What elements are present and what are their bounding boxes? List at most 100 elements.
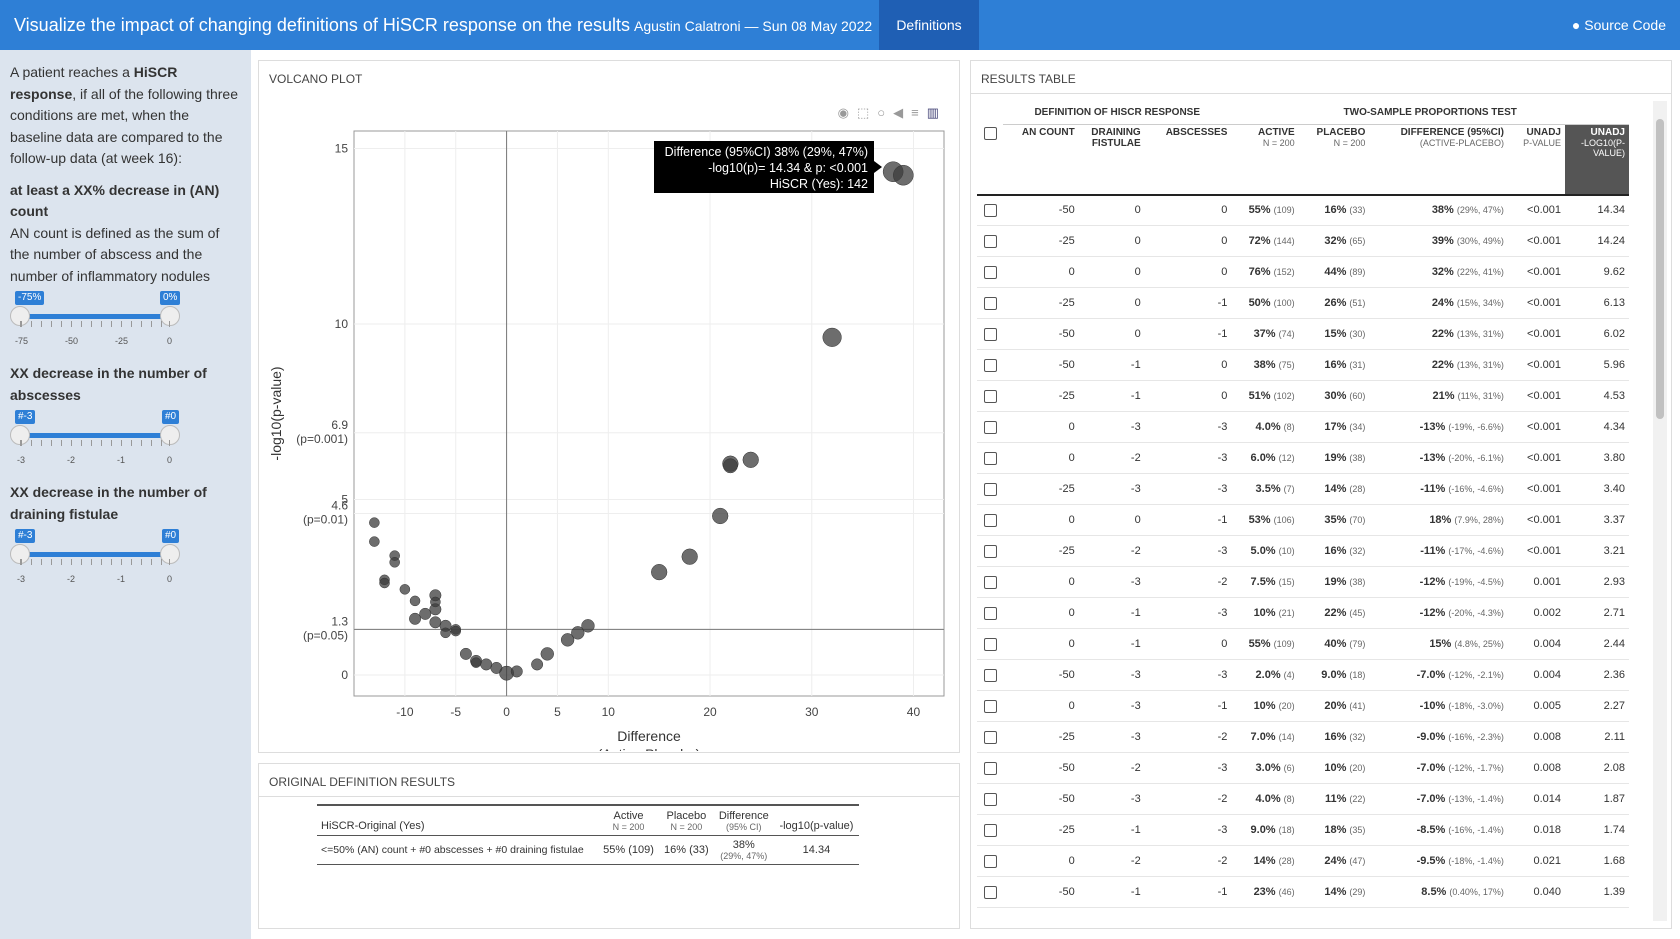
table-row[interactable]: -50 -1 0 38% (75) 16% (31) 22% (13%, 31%) <0.0… [977,349,1629,381]
hover-tooltip [654,141,874,193]
plotly-logo-icon[interactable]: ▥ [926,105,947,120]
an-heading: at least a XX% decrease in (AN) count [10,181,220,220]
hover-compare-icon[interactable]: ≡ [911,105,927,120]
table-row[interactable]: -50 -3 -3 2.0% (4) 9.0% (18) -7.0% (-12%, -2.… [977,659,1629,691]
data-point [571,626,585,640]
table-row[interactable]: -50 0 -1 37% (74) 15% (30) 22% (13%, 31%) <0.0… [977,318,1629,350]
sidebar: A patient reaches a HiSCR response, if a… [0,50,251,939]
scrollbar-thumb[interactable] [1656,119,1664,419]
x-axis-label: (Active-Placebo) [598,746,701,751]
lasso-icon[interactable]: ○ [877,105,894,120]
x-tick-label: -5 [450,705,461,719]
y-tick-label: 15 [335,142,349,156]
tab-definitions[interactable]: Definitions [879,0,979,50]
row-checkbox[interactable] [983,265,997,279]
results-scrollbar[interactable] [1653,101,1667,921]
x-tick-label: -10 [396,705,414,719]
table-row[interactable]: 0 -2 -3 6.0% (12) 19% (38) -13% (-20%, -6.1%)… [977,442,1629,474]
row-checkbox[interactable] [983,327,997,341]
row-checkbox[interactable] [983,420,997,434]
table-row[interactable]: 0 -1 -3 10% (21) 22% (45) -12% (-20%, -4.3%) 0… [977,597,1629,629]
row-checkbox[interactable] [983,234,997,248]
table-row[interactable]: -25 -2 -3 5.0% (10) 16% (32) -11% (-17%, -4.6… [977,535,1629,567]
an-description: AN count is defined as the sum of the nu… [10,224,220,284]
volcano-panel: VOLCANO PLOT ◉⬚○◀≡▥ -10 -5 0 5 10 20 30 40 15 10 6… [258,60,960,753]
table-row[interactable]: 0 -1 0 55% (109) 40% (79) 15% (4.8%, 25%) 0.00… [977,628,1629,660]
data-point [369,517,380,528]
x-tick-label: 5 [554,705,561,719]
table-row[interactable]: -25 -1 -3 9.0% (18) 18% (35) -8.5% (-16%, -1.… [977,814,1629,846]
slider-high-label: 0% [160,291,181,305]
table-row[interactable]: -25 0 -1 50% (100) 26% (51) 24% (15%, 34%) <0.… [977,287,1629,319]
table-row[interactable]: 0 -3 -2 7.5% (15) 19% (38) -12% (-19%, -4.5%)… [977,566,1629,598]
row-checkbox[interactable] [983,451,997,465]
row-checkbox[interactable] [983,203,997,217]
row-checkbox[interactable] [983,389,997,403]
fistulae-heading: XX decrease in the number of draining fi… [10,484,207,522]
fistulae-slider[interactable]: #-3 #0 -3 -2 -1 0 [10,529,241,585]
table-row[interactable]: -50 -3 -2 4.0% (8) 11% (22) -7.0% (-13%, -1.4… [977,783,1629,815]
app-title: Visualize the impact of changing definit… [14,15,631,35]
row-checkbox[interactable] [983,575,997,589]
table-row[interactable]: 0 -3 -3 4.0% (8) 17% (34) -13% (-19%, -6.6%) <… [977,411,1629,443]
original-title: ORIGINAL DEFINITION RESULTS [269,775,456,789]
definition-cell: <=50% (AN) count + #0 abscesses + #0 dra… [321,844,584,856]
row-checkbox[interactable] [983,637,997,651]
y-tick-label: 6.9 [331,418,348,432]
an-slider[interactable]: -75% 0% -75 -50 -25 0 [10,291,241,347]
active-cell: 55% (109) [603,844,654,856]
x-axis-label: Difference [617,728,681,744]
volcano-plot[interactable]: -10 -5 0 5 10 20 30 4015106.9(p=0.001)54.6(p=0.… [259,101,959,751]
row-checkbox[interactable] [983,482,997,496]
table-row[interactable]: -25 -1 0 51% (102) 30% (60) 21% (11%, 31%) <0.… [977,380,1629,412]
x-tick-label: 0 [503,705,510,719]
table-row[interactable]: -50 -1 -1 23% (46) 14% (29) 8.5% (0.40%, 17%)… [977,876,1629,908]
box-select-icon[interactable]: ⬚ [856,105,878,120]
data-point [480,658,493,671]
data-point [651,564,668,581]
x-tick-label: 10 [602,705,616,719]
row-checkbox[interactable] [983,544,997,558]
data-point [440,627,451,639]
table-row[interactable]: -50 0 0 55% (109) 16% (33) 38% (29%, 47%) <0.0… [977,194,1629,226]
row-checkbox[interactable] [983,885,997,899]
table-row[interactable]: 0 0 0 76% (152) 44% (89) 32% (22%, 41%) <0.001… [977,256,1629,288]
row-checkbox[interactable] [983,792,997,806]
table-row[interactable]: -25 -3 -3 3.5% (7) 14% (28) -11% (-16%, -4.6%… [977,473,1629,505]
table-row[interactable]: -25 0 0 72% (144) 32% (65) 39% (30%, 49%) <0.0… [977,225,1629,257]
row-checkbox[interactable] [983,854,997,868]
row-checkbox[interactable] [983,513,997,527]
row-checkbox[interactable] [983,668,997,682]
data-point [459,647,472,660]
row-checkbox[interactable] [983,699,997,713]
camera-icon[interactable]: ◉ [837,105,857,120]
data-point [893,164,914,186]
select-all-checkbox[interactable] [983,126,997,140]
row-checkbox[interactable] [983,823,997,837]
table-row[interactable]: -50 -2 -3 3.0% (6) 10% (20) -7.0% (-12%, -1.7… [977,752,1629,784]
volcano-title: VOLCANO PLOT [269,72,363,86]
data-point [742,451,759,468]
row-checkbox[interactable] [983,358,997,372]
placebo-cell: 16% (33) [664,844,709,856]
plot-toolbar[interactable]: ◉⬚○◀≡▥ [838,105,947,121]
hover-closest-icon[interactable]: ◀ [893,105,912,120]
data-point [419,607,432,620]
table-row[interactable]: 0 -3 -1 10% (20) 20% (41) -10% (-18%, -3.0%) 0… [977,690,1629,722]
source-code-link[interactable]: ● Source Code [1571,17,1666,33]
slider-high-label: #0 [162,529,180,543]
row-checkbox[interactable] [983,761,997,775]
data-point [712,507,729,525]
abscess-slider[interactable]: #-3 #0 -3 -2 -1 0 [10,410,241,466]
results-scroll[interactable]: DEFINITION OF HISCR RESPONSE TWO-SAMPLE … [977,101,1629,921]
row-checkbox[interactable] [983,296,997,310]
row-checkbox[interactable] [983,730,997,744]
original-table: HiSCR-Original (Yes) Active N = 200 Place… [317,804,859,865]
table-row[interactable]: 0 0 -1 53% (106) 35% (70) 18% (7.9%, 28%) <0.0… [977,504,1629,536]
plot-area [353,130,945,697]
table-row[interactable]: 0 -2 -2 14% (28) 24% (47) -9.5% (-18%, -1.4%)… [977,845,1629,877]
tooltip-line: HiSCR (Yes): 142 [770,177,868,191]
row-checkbox[interactable] [983,606,997,620]
table-row[interactable]: -25 -3 -2 7.0% (14) 16% (32) -9.0% (-16%, -2.… [977,721,1629,753]
slider-low-label: #-3 [15,529,36,543]
